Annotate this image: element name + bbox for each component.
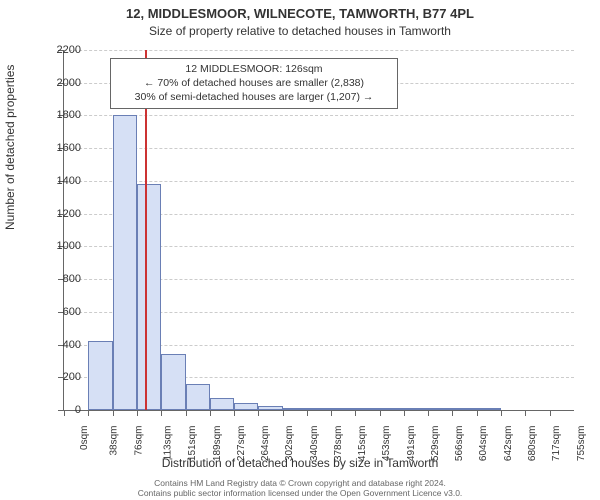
y-tick-label: 2000 (41, 77, 81, 89)
histogram-bar (452, 408, 476, 410)
x-tick (501, 410, 502, 416)
annotation-line: 12 MIDDLESMOOR: 126sqm (119, 62, 389, 76)
x-tick (186, 410, 187, 416)
footer: Contains HM Land Registry data © Crown c… (0, 478, 600, 498)
x-tick-label: 38sqm (109, 426, 120, 456)
grid-line (64, 181, 574, 182)
histogram-bar (355, 408, 379, 410)
x-tick (234, 410, 235, 416)
grid-line (64, 50, 574, 51)
histogram-bar (88, 341, 112, 410)
x-tick-label: 76sqm (133, 426, 144, 456)
histogram-bar (404, 408, 428, 410)
y-tick-label: 200 (41, 371, 81, 383)
histogram-bar (113, 115, 137, 410)
y-tick-label: 1200 (41, 208, 81, 220)
histogram-bar (234, 403, 258, 410)
x-axis-label: Distribution of detached houses by size … (0, 456, 600, 470)
x-tick (380, 410, 381, 416)
x-tick (283, 410, 284, 416)
y-tick-label: 800 (41, 273, 81, 285)
x-tick (210, 410, 211, 416)
y-tick-label: 600 (41, 306, 81, 318)
y-tick-label: 1400 (41, 175, 81, 187)
x-tick (113, 410, 114, 416)
y-tick-label: 1800 (41, 109, 81, 121)
x-tick (137, 410, 138, 416)
x-tick (331, 410, 332, 416)
histogram-bar (258, 406, 282, 410)
y-tick-label: 400 (41, 339, 81, 351)
histogram-bar (137, 184, 161, 410)
y-axis-label: Number of detached properties (3, 65, 17, 230)
x-tick (428, 410, 429, 416)
grid-line (64, 115, 574, 116)
y-tick-label: 0 (41, 404, 81, 416)
footer-line: Contains public sector information licen… (0, 488, 600, 498)
grid-line (64, 148, 574, 149)
histogram-bar (210, 398, 234, 410)
y-tick-label: 1000 (41, 240, 81, 252)
x-tick (404, 410, 405, 416)
x-tick-label: 0sqm (79, 426, 90, 450)
histogram-bar (307, 408, 331, 410)
y-tick-label: 2200 (41, 44, 81, 56)
x-tick (88, 410, 89, 416)
chart-container: 12, MIDDLESMOOR, WILNECOTE, TAMWORTH, B7… (0, 0, 600, 500)
x-tick (161, 410, 162, 416)
histogram-bar (283, 408, 307, 410)
histogram-bar (331, 408, 355, 410)
histogram-bar (186, 384, 210, 410)
x-tick (355, 410, 356, 416)
histogram-bar (161, 354, 185, 410)
histogram-bar (477, 408, 501, 410)
annotation-box: 12 MIDDLESMOOR: 126sqm ← 70% of detached… (110, 58, 398, 109)
x-tick (307, 410, 308, 416)
x-tick (452, 410, 453, 416)
x-tick (525, 410, 526, 416)
histogram-bar (428, 408, 452, 410)
y-tick-label: 1600 (41, 142, 81, 154)
annotation-line: 30% of semi-detached houses are larger (… (119, 90, 389, 104)
title-subtitle: Size of property relative to detached ho… (0, 24, 600, 38)
title-address: 12, MIDDLESMOOR, WILNECOTE, TAMWORTH, B7… (0, 6, 600, 21)
x-tick (477, 410, 478, 416)
x-tick (258, 410, 259, 416)
histogram-bar (380, 408, 404, 410)
footer-line: Contains HM Land Registry data © Crown c… (0, 478, 600, 488)
annotation-line: ← 70% of detached houses are smaller (2,… (119, 76, 389, 90)
x-tick (550, 410, 551, 416)
